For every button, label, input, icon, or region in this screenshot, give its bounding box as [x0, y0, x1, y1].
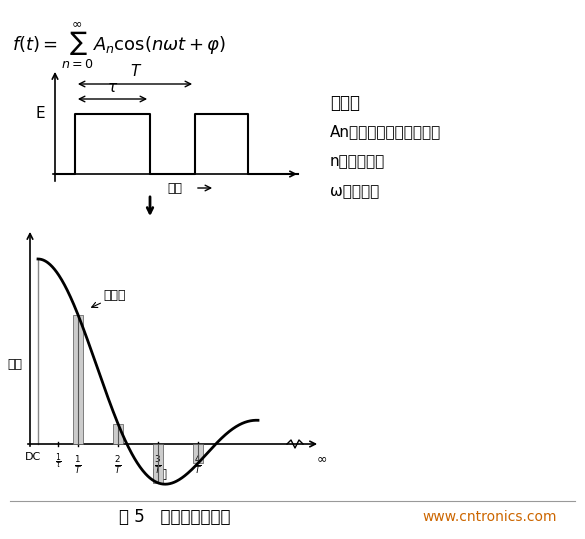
Text: $\frac{2}{T}$: $\frac{2}{T}$ — [114, 454, 122, 476]
Text: DC: DC — [25, 452, 41, 462]
Text: 图 5   矩形波及其频谱: 图 5 矩形波及其频谱 — [119, 508, 230, 526]
Text: T: T — [130, 64, 140, 79]
Text: An－各次余弦波形的幅度: An－各次余弦波形的幅度 — [330, 124, 441, 139]
Text: www.cntronics.com: www.cntronics.com — [423, 510, 558, 524]
Text: E: E — [35, 107, 45, 121]
Text: 包络线: 包络线 — [103, 289, 126, 302]
Text: $\frac{1}{\tau}$: $\frac{1}{\tau}$ — [54, 452, 61, 472]
Text: $\tau$: $\tau$ — [107, 80, 118, 95]
Text: $\frac{4}{T}$: $\frac{4}{T}$ — [194, 454, 202, 476]
Text: ω－角频率: ω－角频率 — [330, 184, 379, 199]
Bar — [153, 444, 163, 483]
Text: 幅度: 幅度 — [7, 357, 22, 370]
Text: $f(t) = \sum_{n=0}^{\infty} A_n \cos(n\omega t + \varphi)$: $f(t) = \sum_{n=0}^{\infty} A_n \cos(n\o… — [12, 21, 226, 71]
Bar — [193, 444, 203, 463]
Text: $\frac{1}{T}$: $\frac{1}{T}$ — [74, 454, 82, 476]
Text: $\frac{3}{T}$: $\frac{3}{T}$ — [154, 454, 162, 476]
Text: $\infty$: $\infty$ — [316, 452, 328, 465]
Bar — [73, 315, 83, 444]
Text: n－谐波次数: n－谐波次数 — [330, 154, 386, 169]
Bar — [113, 424, 123, 444]
Text: 式中：: 式中： — [330, 94, 360, 112]
Text: 时间: 时间 — [167, 182, 183, 195]
Text: 频率: 频率 — [153, 467, 167, 480]
